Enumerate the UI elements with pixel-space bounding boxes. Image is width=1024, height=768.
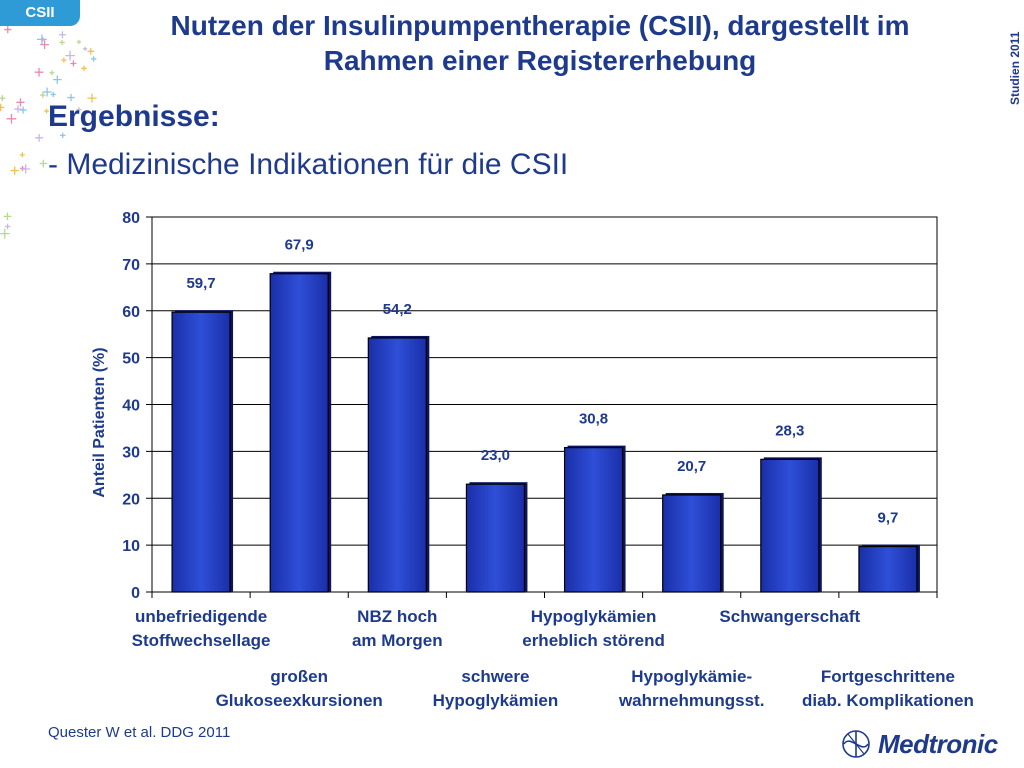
y-tick-label: 40 <box>122 398 140 415</box>
bar-value-label: 67,9 <box>285 237 314 254</box>
bar-value-label: 20,7 <box>677 458 706 475</box>
y-axis-label: Anteil Patienten (%) <box>91 347 108 497</box>
bar <box>563 447 624 593</box>
csii-tag: CSII <box>0 0 80 26</box>
x-category-label: Hypoglykämien <box>433 691 559 710</box>
x-category-label: wahrnehmungsst. <box>618 691 764 710</box>
y-tick-label: 10 <box>122 538 140 555</box>
y-tick-label: 60 <box>122 304 140 321</box>
y-tick-label: 0 <box>131 585 140 602</box>
x-category-label: unbefriedigende <box>135 607 267 626</box>
x-category-label: Schwangerschaft <box>719 607 860 626</box>
bar <box>662 494 722 593</box>
page-title: Nutzen der Insulinpumpentherapie (CSII),… <box>80 8 1000 78</box>
bar-value-label: 59,7 <box>186 275 215 292</box>
y-tick-label: 20 <box>122 491 140 508</box>
bar <box>465 483 526 593</box>
y-tick-label: 50 <box>122 351 140 368</box>
medtronic-logo-text: Medtronic <box>878 728 998 759</box>
x-category-label: Hypoglykämie- <box>631 667 752 686</box>
bar-value-label: 23,0 <box>481 447 510 464</box>
y-tick-label: 30 <box>122 444 140 461</box>
y-tick-label: 70 <box>122 257 140 274</box>
bar-value-label: 9,7 <box>878 510 899 527</box>
bar-value-label: 30,8 <box>579 411 608 428</box>
medtronic-logo-icon <box>842 730 870 758</box>
bar <box>858 545 918 593</box>
bar-value-label: 54,2 <box>383 301 412 318</box>
x-category-label: Hypoglykämien <box>531 607 657 626</box>
star-decoration <box>0 25 97 239</box>
title-line-2: Rahmen einer Registererhebung <box>323 45 757 76</box>
bar <box>760 458 820 593</box>
title-line-1: Nutzen der Insulinpumpentherapie (CSII),… <box>170 10 910 41</box>
bar-value-label: 28,3 <box>775 422 804 439</box>
x-category-label: Fortgeschrittene <box>821 667 955 686</box>
x-category-label: am Morgen <box>352 631 443 650</box>
bar <box>269 273 329 593</box>
footer-source: Quester W et al. DDG 2011 <box>48 724 231 741</box>
x-category-label: Stoffwechsellage <box>132 631 271 650</box>
x-category-label: diab. Komplikationen <box>802 691 974 710</box>
medtronic-logo: Medtronic <box>838 728 998 760</box>
bar <box>367 337 427 593</box>
x-category-label: Glukoseexkursionen <box>216 691 383 710</box>
section-subline: - Medizinische Indikationen für die CSII <box>48 148 569 181</box>
x-category-label: großen <box>270 667 328 686</box>
x-category-label: erheblich störend <box>522 631 665 650</box>
section-heading: Ergebnisse: <box>48 100 220 133</box>
x-category-label: schwere <box>461 667 529 686</box>
y-tick-label: 80 <box>122 210 140 227</box>
bar <box>171 311 231 593</box>
x-category-label: NBZ hoch <box>357 607 437 626</box>
